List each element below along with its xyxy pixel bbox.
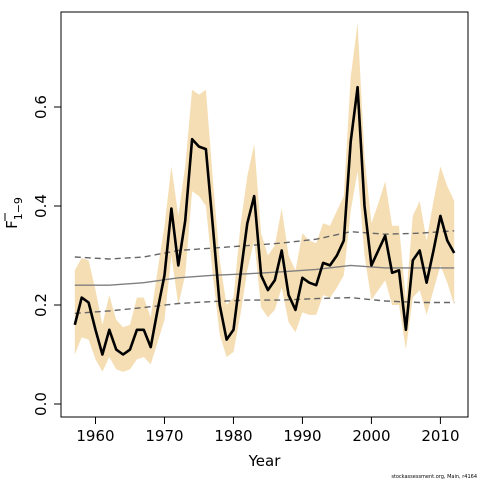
credit-text: stockassessment.org, Main, r4164 xyxy=(391,474,477,480)
x-tick-label: 1970 xyxy=(145,427,183,445)
estimate-line xyxy=(73,85,456,356)
x-tick-label: 1960 xyxy=(76,427,114,445)
x-tick-label: 1990 xyxy=(283,427,321,445)
y-axis-title-main: F1−9 xyxy=(3,197,25,229)
y-tick-label: 0.2 xyxy=(32,293,50,317)
mean-upper-line xyxy=(74,230,455,260)
x-tick-label: 2000 xyxy=(352,427,390,445)
x-axis: 1960 1970 1980 1990 2000 2010 xyxy=(76,417,460,445)
y-tick-label: 0.4 xyxy=(32,194,50,218)
x-axis-title: Year xyxy=(248,452,282,470)
confidence-band-area xyxy=(74,22,455,372)
y-axis: 0.0 0.2 0.4 0.6 xyxy=(32,95,61,416)
x-tick-label: 1980 xyxy=(214,427,252,445)
confidence-band xyxy=(74,22,455,372)
x-tick-label: 2010 xyxy=(421,427,459,445)
mean-lower-line xyxy=(74,296,455,315)
y-tick-label: 0.6 xyxy=(32,95,50,119)
series-lines xyxy=(73,85,456,356)
plot-frame xyxy=(60,11,469,418)
y-tick-label: 0.0 xyxy=(32,392,50,416)
y-axis-title: F1−9 xyxy=(3,197,25,229)
